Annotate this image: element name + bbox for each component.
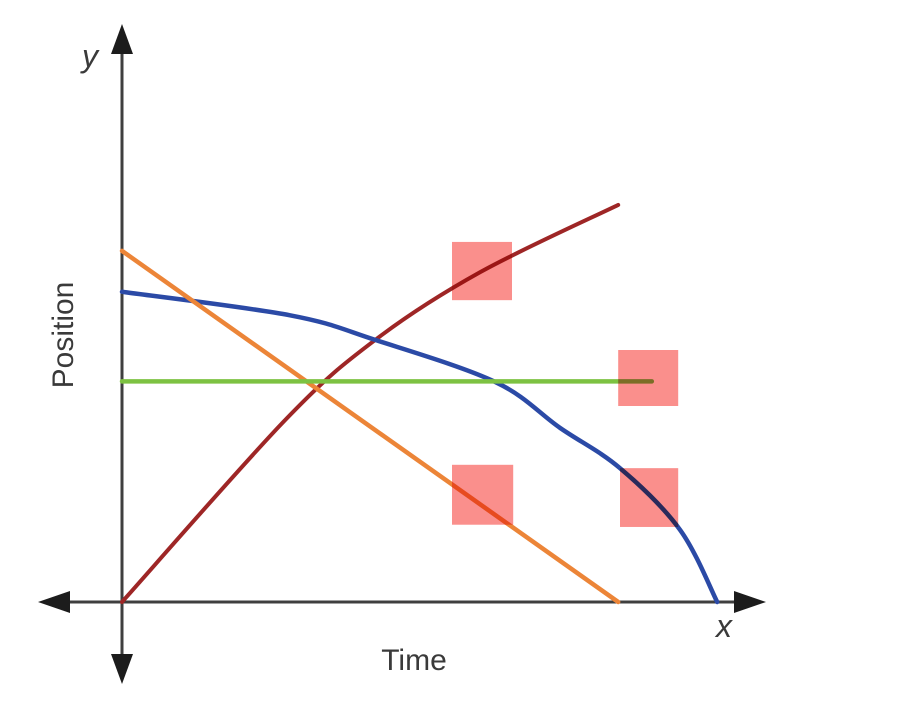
x-axis-label: x xyxy=(716,608,732,644)
curve-red-curve-increasing xyxy=(120,202,621,604)
answer-box-on-red-curve[interactable] xyxy=(452,241,512,301)
answer-box-on-blue-curve[interactable] xyxy=(620,468,679,527)
position-axis-label: Position xyxy=(47,281,80,389)
y-axis-arrow-up-icon xyxy=(111,24,133,54)
answer-boxes-layer xyxy=(452,241,679,527)
axes-layer xyxy=(38,24,766,684)
curve-blue-curve-decreasing xyxy=(119,289,720,605)
answer-box-on-green-line[interactable] xyxy=(618,350,679,406)
y-axis-label: y xyxy=(82,38,98,74)
curve-orange-line-decreasing xyxy=(119,248,621,605)
answer-box-on-orange-line[interactable] xyxy=(452,464,514,525)
x-axis-arrow-right-icon xyxy=(734,591,766,613)
y-axis-arrow-down-icon xyxy=(111,654,133,684)
x-axis-arrow-left-icon xyxy=(38,591,70,613)
time-axis-label: Time xyxy=(381,644,447,677)
